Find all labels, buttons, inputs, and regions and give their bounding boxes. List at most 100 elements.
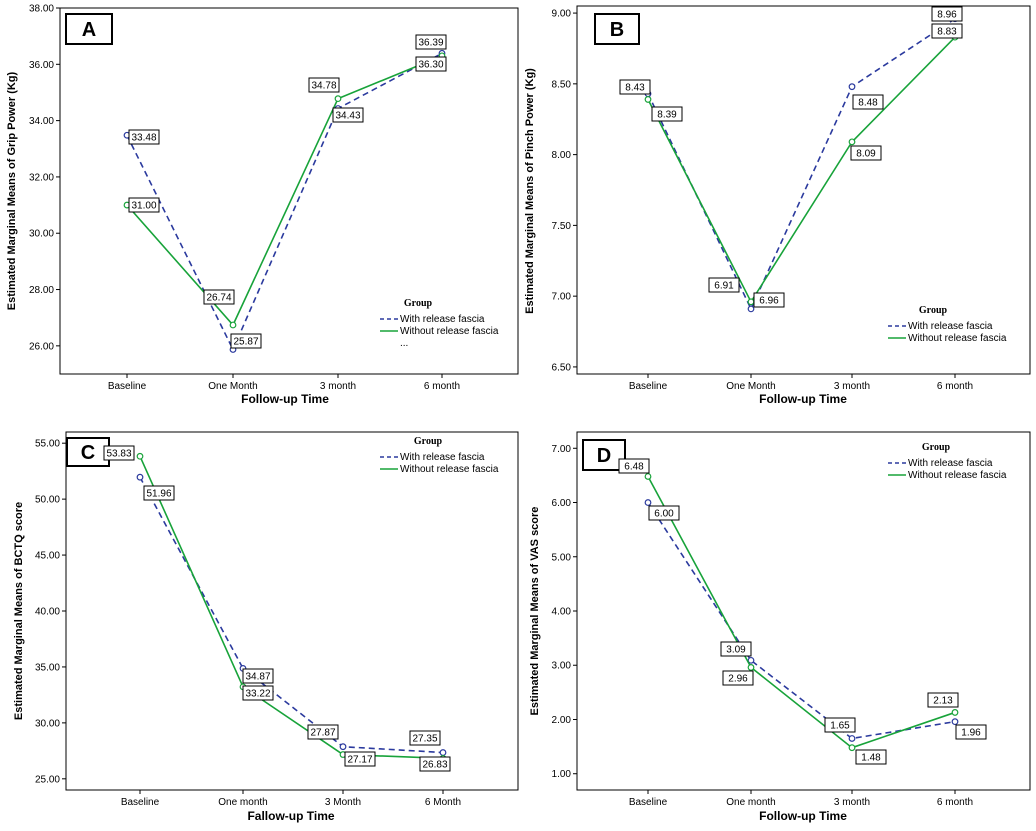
y-tick-label: 40.00 xyxy=(35,607,60,618)
data-label-box xyxy=(855,749,887,765)
y-tick-label: 3.00 xyxy=(552,661,572,672)
data-label: 27.17 xyxy=(347,755,372,766)
y-tick-label: 6.00 xyxy=(552,498,572,509)
legend-entry: With release fascia xyxy=(908,458,993,469)
data-label-box xyxy=(852,94,884,110)
legend-title: Group xyxy=(919,305,948,316)
data-point xyxy=(848,138,856,146)
data-point xyxy=(848,83,856,91)
y-tick-label: 38.00 xyxy=(29,4,54,15)
data-label-box xyxy=(128,197,160,213)
data-label-box xyxy=(415,56,447,72)
x-tick-label: Baseline xyxy=(121,797,160,808)
series-line-with-release xyxy=(647,502,956,740)
y-tick-label: 45.00 xyxy=(35,551,60,562)
x-tick-label: One month xyxy=(218,797,267,808)
y-axis-title: Estimated Marginal Means of VAS score xyxy=(529,507,541,716)
y-axis-title: Estimated Marginal Means of Grip Power (… xyxy=(6,71,18,310)
data-label: 34.87 xyxy=(245,672,270,683)
plot-frame xyxy=(65,431,519,791)
data-label-box xyxy=(651,106,683,122)
x-tick-label: 3 month xyxy=(320,381,356,392)
data-point xyxy=(747,656,755,664)
data-label-box xyxy=(419,756,451,772)
legend-ellipsis: ... xyxy=(400,338,408,349)
data-label: 25.87 xyxy=(233,337,258,348)
y-tick-label: 30.00 xyxy=(35,718,60,729)
x-axis-title: Follow-up Time xyxy=(241,392,329,406)
data-point xyxy=(747,305,755,313)
data-label: 8.96 xyxy=(937,10,957,21)
data-label-box xyxy=(307,724,339,740)
data-label-box xyxy=(708,277,740,293)
y-tick-label: 7.00 xyxy=(552,444,572,455)
series-line-with-release xyxy=(647,18,956,311)
x-tick-label: Baseline xyxy=(629,381,668,392)
data-label: 8.39 xyxy=(657,110,677,121)
data-label-box xyxy=(128,129,160,145)
data-label: 27.87 xyxy=(310,728,335,739)
data-label: 6.91 xyxy=(714,281,734,292)
panel-letter-box xyxy=(582,439,626,471)
y-tick-label: 35.00 xyxy=(35,662,60,673)
x-tick-label: One Month xyxy=(726,381,775,392)
y-axis-title: Estimated Marginal Means of Pinch Power … xyxy=(524,68,536,314)
data-label: 1.96 xyxy=(961,728,981,739)
data-label: 8.48 xyxy=(858,98,878,109)
y-tick-label: 6.50 xyxy=(552,362,572,373)
data-label: 8.09 xyxy=(856,149,876,160)
data-label: 6.00 xyxy=(654,509,674,520)
x-tick-label: 3 month xyxy=(834,381,870,392)
y-tick-label: 28.00 xyxy=(29,285,54,296)
x-tick-label: 6 Month xyxy=(425,797,461,808)
data-label: 53.83 xyxy=(106,449,131,460)
legend-entry: With release fascia xyxy=(908,321,993,332)
y-tick-label: 26.00 xyxy=(29,341,54,352)
data-label: 34.78 xyxy=(311,81,336,92)
data-label-box xyxy=(332,107,364,123)
data-label: 6.96 xyxy=(759,296,779,307)
panel-letter-box xyxy=(66,437,110,467)
data-label-box xyxy=(409,730,441,746)
y-tick-label: 32.00 xyxy=(29,172,54,183)
data-label: 1.48 xyxy=(861,753,881,764)
x-axis-title: Follow-up Time xyxy=(759,809,847,823)
y-tick-label: 30.00 xyxy=(29,229,54,240)
data-label: 26.74 xyxy=(206,293,231,304)
data-point xyxy=(747,298,755,306)
data-point xyxy=(136,473,144,481)
data-label: 2.96 xyxy=(728,674,748,685)
data-label: 3.09 xyxy=(726,645,746,656)
data-label: 34.43 xyxy=(335,111,360,122)
panel-letter-box xyxy=(65,13,113,45)
data-label: 33.22 xyxy=(245,689,270,700)
data-point xyxy=(644,96,652,103)
data-label: 26.83 xyxy=(422,760,447,771)
data-label-box xyxy=(927,692,959,708)
data-label: 51.96 xyxy=(146,489,171,500)
data-point xyxy=(848,735,856,742)
data-label: 27.35 xyxy=(412,734,437,745)
x-tick-label: One Month xyxy=(208,381,257,392)
y-tick-label: 8.50 xyxy=(552,79,572,90)
panel-letter: C xyxy=(81,442,95,464)
legend-entry: Without release fascia xyxy=(908,333,1007,344)
data-point xyxy=(644,473,652,480)
legend-entry: With release fascia xyxy=(400,452,485,463)
data-label: 6.48 xyxy=(624,462,644,473)
data-label-box xyxy=(648,505,680,521)
y-tick-label: 7.00 xyxy=(552,292,572,303)
series-line-with-release xyxy=(139,476,444,754)
data-label: 36.39 xyxy=(418,38,443,49)
chart-panel-a: 26.00 28.00 30.00 32.00 34.00 36.00 38.00 Basel… xyxy=(6,4,519,406)
x-tick-label: Baseline xyxy=(108,381,147,392)
x-tick-label: 6 month xyxy=(937,797,973,808)
chart-panel-c: 25.00 30.00 35.00 40.00 45.00 50.00 55.00 Basel… xyxy=(13,431,519,823)
x-tick-label: 3 month xyxy=(834,797,870,808)
data-label: 33.48 xyxy=(131,133,156,144)
data-point xyxy=(229,321,237,329)
series-line-without-release xyxy=(647,476,956,749)
data-label: 36.30 xyxy=(418,60,443,71)
data-label-box xyxy=(824,717,856,733)
